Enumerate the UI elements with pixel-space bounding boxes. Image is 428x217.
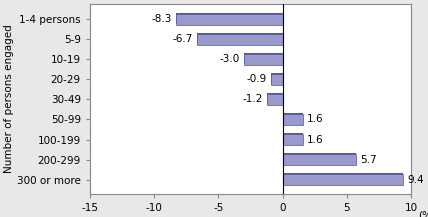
- Text: 9.4: 9.4: [407, 175, 424, 185]
- Text: -0.9: -0.9: [247, 74, 267, 84]
- Bar: [271, 74, 282, 85]
- Text: -3.0: -3.0: [220, 54, 240, 64]
- Bar: [196, 33, 282, 44]
- Text: -8.3: -8.3: [152, 14, 172, 24]
- Bar: [282, 114, 303, 125]
- Y-axis label: Number of persons engaged: Number of persons engaged: [4, 25, 14, 173]
- Bar: [267, 94, 282, 105]
- Bar: [176, 13, 282, 24]
- Text: -1.2: -1.2: [243, 94, 263, 104]
- Text: 1.6: 1.6: [307, 135, 324, 145]
- Bar: [176, 14, 282, 25]
- Bar: [196, 34, 282, 45]
- Text: (%): (%): [418, 210, 428, 217]
- Text: 5.7: 5.7: [360, 155, 376, 165]
- Bar: [271, 73, 282, 84]
- Bar: [282, 133, 303, 144]
- Bar: [282, 173, 404, 184]
- Bar: [244, 53, 282, 64]
- Bar: [282, 113, 303, 124]
- Bar: [282, 134, 303, 145]
- Text: -6.7: -6.7: [172, 34, 193, 44]
- Bar: [244, 54, 282, 65]
- Bar: [282, 153, 356, 164]
- Bar: [267, 93, 282, 104]
- Bar: [282, 154, 356, 165]
- Bar: [282, 174, 404, 185]
- Text: 1.6: 1.6: [307, 114, 324, 125]
